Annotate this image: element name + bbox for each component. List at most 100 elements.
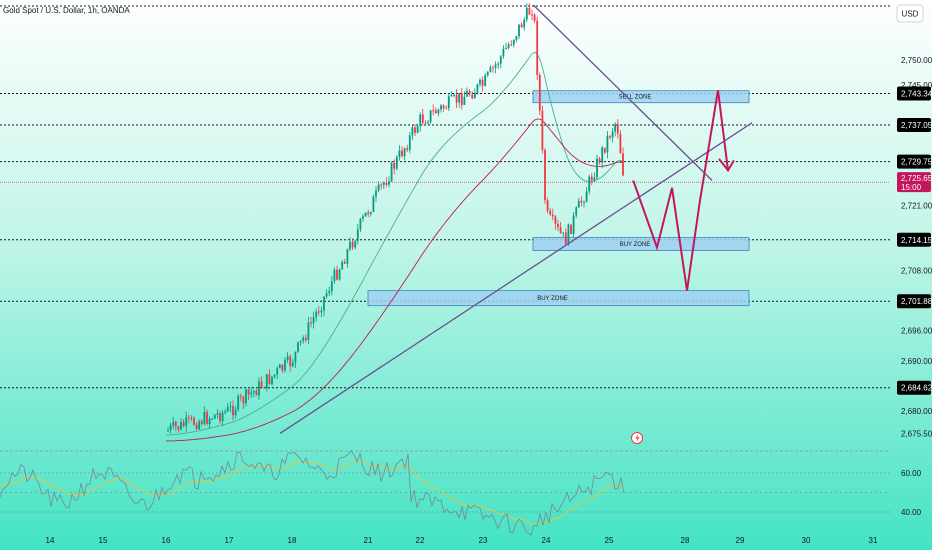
candle-body [281, 364, 284, 371]
candle-body [297, 342, 299, 352]
candle-body [325, 293, 328, 297]
price-axis[interactable]: 2,750.000 2,745.000 2,721.000 2,708.000 2,69… [897, 56, 932, 517]
candle-body [557, 223, 559, 228]
candle-body [250, 392, 253, 395]
candle-body [536, 20, 539, 75]
x-tick-label: 16 [162, 536, 171, 545]
candle-body [351, 241, 354, 248]
candle-body [502, 48, 505, 57]
candle-body [614, 124, 617, 132]
support-trendline[interactable] [279, 122, 753, 435]
candle-body [195, 424, 198, 429]
candle-body [622, 153, 624, 176]
candle-body [616, 124, 619, 134]
candle-body [414, 127, 416, 133]
candle-body [463, 96, 466, 105]
candle-body [375, 190, 377, 197]
candle-body [398, 150, 401, 157]
candle-body [393, 162, 396, 169]
candle-body [330, 281, 333, 292]
level-price-tag [897, 86, 931, 101]
candle-body [541, 110, 544, 151]
candle-body [401, 150, 403, 157]
chart-title: Gold Spot / U.S. Dollar, 1h, OANDA [3, 6, 130, 15]
candle-body [271, 376, 273, 385]
currency-button[interactable]: USD [896, 4, 924, 23]
candle-body [187, 417, 190, 419]
zone-label: BUY ZONE [620, 242, 651, 248]
rsi-signal-line [0, 460, 625, 525]
candle-body [167, 430, 169, 432]
candle-body [520, 24, 523, 28]
x-tick-label: 29 [736, 536, 745, 545]
y-tick-label: 2,708.000 [901, 267, 932, 276]
candle-body [395, 156, 398, 169]
x-tick-label: 14 [46, 536, 55, 545]
candle-body [338, 269, 341, 280]
x-tick-label: 28 [681, 536, 690, 545]
candle-body [323, 296, 325, 311]
candle-body [421, 114, 424, 123]
candle-body [200, 421, 203, 424]
candle-body [554, 216, 557, 224]
candle-body [273, 374, 276, 377]
candle-body [265, 374, 268, 389]
candle-body [263, 387, 266, 389]
x-tick-label: 15 [99, 536, 108, 545]
resistance-trendline[interactable] [532, 4, 713, 181]
level-price-label: 2,701.886 [901, 297, 932, 306]
candle-body [411, 127, 414, 136]
candle-body [198, 421, 201, 429]
candle-body [518, 24, 520, 37]
candle-body [606, 136, 609, 153]
candle-body [427, 122, 429, 124]
level-price-label: 2,743.340 [901, 90, 932, 99]
candle-body [245, 389, 247, 404]
candle-body [359, 218, 362, 230]
candle-body [182, 421, 185, 427]
candles [167, 3, 624, 434]
trendlines [279, 4, 753, 435]
candle-body [206, 412, 208, 425]
candle-body [284, 360, 286, 371]
candle-body [255, 390, 258, 396]
candle-body [523, 19, 526, 28]
candle-body [434, 110, 437, 114]
candle-body [203, 412, 206, 424]
candle-body [242, 396, 245, 404]
candle-body [369, 212, 372, 214]
candle-body [473, 92, 476, 99]
x-tick-label: 21 [364, 536, 373, 545]
candle-body [276, 368, 279, 375]
candle-body [510, 44, 513, 46]
candle-body [416, 126, 419, 133]
current-price-value: 2,725.650 [901, 174, 932, 183]
candle-body [349, 241, 351, 250]
zone-box[interactable] [532, 90, 750, 104]
time-axis[interactable]: 14 15 16 17 18 21 22 23 24 25 28 29 30 31 [46, 536, 878, 545]
candle-body [333, 269, 336, 282]
candle-body [216, 413, 219, 415]
y-tick-label: 2,721.000 [901, 201, 932, 210]
alert-icon[interactable] [631, 432, 643, 444]
candle-body [497, 63, 500, 65]
candle-body [590, 176, 593, 181]
candle-body [481, 79, 484, 86]
level-price-tag [897, 154, 931, 169]
candle-body [406, 148, 409, 150]
projection-path[interactable] [632, 90, 729, 291]
y-tick-label: 2,690.000 [901, 357, 932, 366]
level-price-label: 2,737.059 [901, 121, 932, 130]
candle-body [362, 216, 364, 219]
level-price-label: 2,714.152 [901, 236, 932, 245]
candle-body [328, 291, 331, 294]
candle-body [367, 212, 370, 214]
candle-body [562, 232, 565, 234]
candle-body [180, 421, 182, 430]
zone-box[interactable] [367, 290, 750, 307]
candle-body [512, 39, 515, 45]
candle-body [551, 214, 554, 217]
candle-body [211, 418, 214, 420]
candle-body [390, 162, 393, 182]
